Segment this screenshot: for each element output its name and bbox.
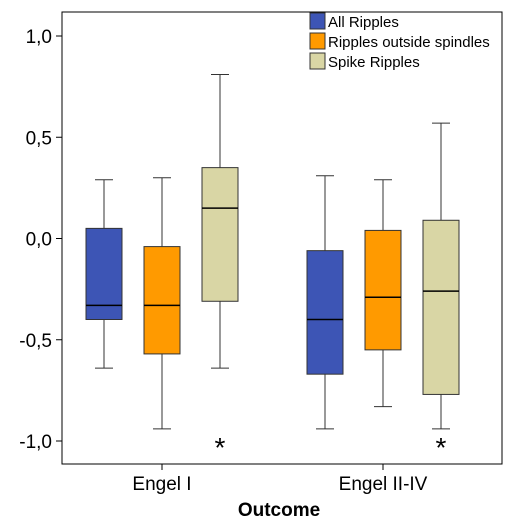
box-2-1 <box>143 177 181 430</box>
y-tick-label: -1,0 <box>19 432 52 453</box>
legend-item: All Ripples <box>309 12 399 31</box>
x-axis-title: Outcome <box>238 500 320 521</box>
iqr-box <box>364 229 402 351</box>
y-tick-label: -0,5 <box>19 331 52 352</box>
box-1-1 <box>85 179 123 369</box>
x-category-label: Engel I <box>132 474 191 495</box>
y-tick-label: 0,5 <box>26 128 52 149</box>
box-1-2 <box>306 175 344 430</box>
box-3-1: * <box>201 73 239 463</box>
box-2-2 <box>364 179 402 408</box>
y-axis: -1,0 -0,5 0,0 0,5 1,0 <box>19 27 62 453</box>
outlier-marker: * <box>436 432 447 463</box>
legend-label: Ripples outside spindles <box>328 34 490 51</box>
x-category-label: Engel II-IV <box>339 474 428 495</box>
iqr-box <box>85 227 123 320</box>
iqr-box <box>306 250 344 375</box>
x-axis: Engel I Engel II-IV <box>132 464 428 495</box>
box-3-2: * <box>422 122 460 463</box>
legend-item: Ripples outside spindles <box>309 32 490 51</box>
y-tick-label: 0,0 <box>26 230 52 251</box>
box-groups: * * <box>85 73 460 463</box>
iqr-box <box>143 246 181 355</box>
iqr-box <box>201 167 239 302</box>
legend: All Ripples Ripples outside spindles Spike… <box>309 12 490 71</box>
outlier-marker: * <box>215 432 226 463</box>
iqr-box <box>422 219 460 395</box>
legend-label: All Ripples <box>328 14 399 31</box>
legend-swatch <box>309 12 326 30</box>
legend-swatch <box>309 32 326 50</box>
legend-item: Spike Ripples <box>309 52 420 71</box>
legend-swatch <box>309 52 326 70</box>
y-tick-label: 1,0 <box>26 27 52 48</box>
legend-label: Spike Ripples <box>328 54 420 71</box>
